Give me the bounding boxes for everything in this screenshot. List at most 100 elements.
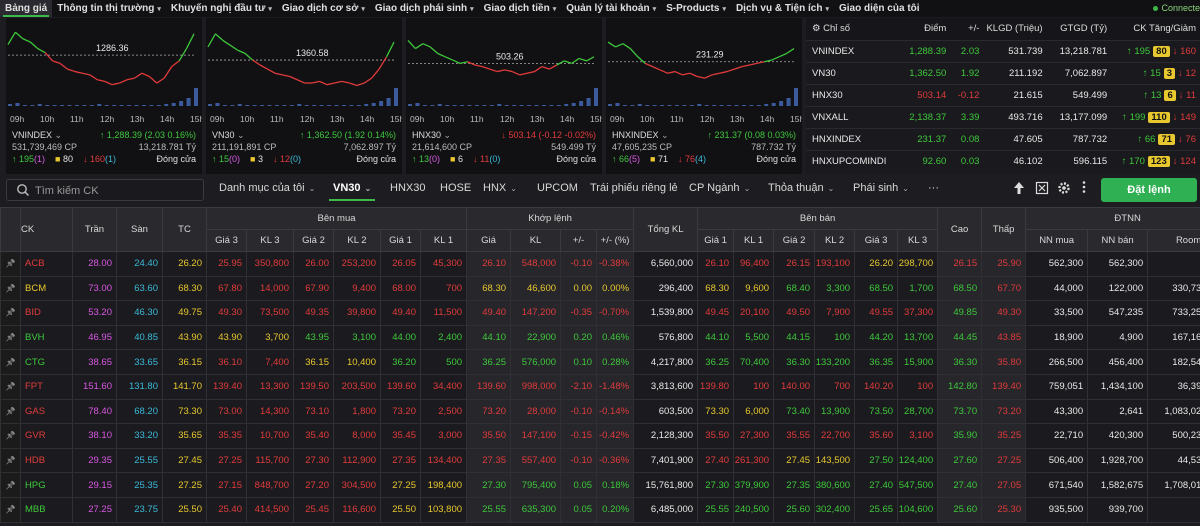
index-change: 0.08 [950, 127, 984, 150]
index-row[interactable]: VN30 1,362.50 1.92 211.192 7,062.897 ↑ 15 3 ↓ 1… [806, 61, 1200, 84]
volume-bar [15, 103, 20, 106]
bid-volume-2: 9,400 [333, 275, 381, 302]
price-line-segment [222, 39, 231, 46]
volume-bar [274, 105, 279, 106]
nav-item-0[interactable]: Bảng giá [0, 0, 53, 17]
bid-volume-2: 10,400 [333, 349, 381, 375]
volume-bar [208, 104, 212, 106]
bid-price-3: 25.95 [206, 251, 247, 277]
ask-volume-3: 1,700 [897, 275, 939, 302]
board-tab-2[interactable]: HNX30 [390, 182, 425, 194]
place-order-button[interactable]: Đặt lệnh [1101, 178, 1197, 202]
pin-icon[interactable]: 📌 [0, 251, 21, 277]
board-tab-1[interactable]: VN30 ⌄ [328, 182, 376, 201]
nav-item-5[interactable]: Giao dịch tiền ▾ [479, 0, 562, 17]
board-row[interactable]: 📌 GAS 78.40 68.20 73.30 73.00 14,300 73.10 1,800… [0, 398, 1200, 425]
nav-item-1[interactable]: Thông tin thị trường ▾ [52, 0, 166, 17]
board-tab-0[interactable]: Danh mục của tôi ⌄ [219, 182, 315, 194]
board-row[interactable]: 📌 HDB 29.35 25.55 27.45 27.25 115,700 27.30 112,… [0, 447, 1200, 474]
board-tab-5[interactable]: UPCOM [537, 182, 578, 194]
board-row[interactable]: 📌 ACB 28.00 24.40 26.20 25.95 350,800 26.00 253,… [0, 251, 1200, 277]
index-row[interactable]: HNXINDEX 231.37 0.08 47.605 787.732 ↑ 66 71 ↓ 7… [806, 127, 1200, 150]
board-row[interactable]: 📌 HPG 29.15 25.35 27.25 27.15 848,700 27.20 304,… [0, 472, 1200, 498]
ask-price-2: 27.35 [773, 472, 816, 498]
board-tab-7[interactable]: CP Ngành ⌄ [689, 182, 750, 194]
index-row[interactable]: HNXUPCOMINDI 92.60 0.03 46.102 596.115 ↑ 170 1… [806, 149, 1200, 172]
pin-icon[interactable]: 📌 [0, 472, 21, 498]
floor-price: 131.80 [116, 373, 163, 400]
pin-icon[interactable]: 📌 [0, 349, 21, 375]
nav-item-4[interactable]: Giao dịch phái sinh ▾ [370, 0, 479, 17]
decline-value: 12 [1185, 67, 1196, 79]
chevron-down-icon[interactable]: ⌄ [441, 130, 452, 140]
header-label: CK Tăng/Giảm [1133, 23, 1196, 35]
pin-icon[interactable]: 📌 [0, 447, 21, 474]
nav-item-8[interactable]: Dịch vụ & Tiện ích ▾ [731, 0, 834, 17]
pin-icon[interactable]: 📌 [0, 324, 21, 351]
index-row[interactable]: VNINDEX 1,288.39 2.03 531.739 13,218.781 ↑ 19… [806, 39, 1200, 62]
chart-card-hnxindex[interactable]: 231.29 09h 10h 11h 12h 13h 14h 15h HNXINDEX ⌄ ↑ 2… [606, 18, 802, 174]
board-row[interactable]: 📌 MBB 27.25 23.75 25.50 25.40 414,500 25.45 116,… [0, 496, 1200, 523]
board-tab-3[interactable]: HOSE [440, 182, 471, 194]
arrow-up-icon: ↑ [1142, 67, 1151, 79]
chart-card-hnx30[interactable]: 503.26 09h 10h 11h 12h 13h 14h 15h HNX30 ⌄ ↓ 503.… [406, 18, 602, 174]
gear-icon[interactable]: ⚙ [812, 23, 824, 35]
pin-icon[interactable]: 📌 [0, 423, 21, 449]
arrow-up-icon[interactable] [1013, 181, 1025, 198]
index-row[interactable]: VNXALL 2,138.37 3.39 493.716 13,177.099 ↑ 199… [806, 105, 1200, 128]
ask-price-1: 49.45 [697, 300, 735, 326]
volume-bar [527, 105, 532, 106]
board-tab-10[interactable]: ··· [928, 182, 939, 194]
index-header-cell: Điểm [890, 18, 951, 40]
board-row[interactable]: 📌 BCM 73.00 63.60 68.30 67.80 14,000 67.90 9,400… [0, 275, 1200, 302]
decline: ↓ 124 [1173, 156, 1196, 167]
advance-count: ↑ 66(5) [612, 154, 640, 164]
board-tab-8[interactable]: Thỏa thuận ⌄ [768, 182, 834, 194]
more-vertical-icon[interactable] [1081, 180, 1087, 197]
board-tab-4[interactable]: HNX ⌄ [483, 182, 517, 194]
index-row[interactable]: HNX30 503.14 -0.12 21.615 549.499 ↑ 13 6 ↓ 11 [806, 83, 1200, 106]
price-line-segment [786, 48, 795, 55]
unchanged-value: 3 [257, 154, 263, 164]
gear-icon[interactable] [1057, 181, 1071, 198]
match-percent: -0.14% [596, 398, 635, 425]
header-label: ĐTNN [1114, 213, 1141, 224]
price-line-segment [629, 48, 639, 58]
volume-bar [430, 105, 435, 106]
pin-icon[interactable]: 📌 [0, 300, 21, 326]
pin-icon[interactable]: 📌 [0, 398, 21, 425]
chevron-down-icon[interactable]: ⌄ [234, 130, 245, 140]
nav-item-6[interactable]: Quản lý tài khoản ▾ [561, 0, 661, 17]
pin-icon[interactable]: 📌 [0, 275, 21, 302]
foreign-sell: 1,434,100 [1087, 373, 1149, 400]
board-row[interactable]: 📌 BID 53.20 46.30 49.75 49.30 73,500 49.35 39,80… [0, 300, 1200, 326]
search-input[interactable]: Tìm kiếm CK [6, 179, 204, 201]
bid-volume-1: 103,800 [419, 496, 468, 523]
price-line-segment [319, 80, 328, 86]
board-row[interactable]: 📌 CTG 38.65 33.65 36.15 36.10 7,400 36.15 10,400… [0, 349, 1200, 375]
pin-icon[interactable]: 📌 [0, 373, 21, 400]
board-row[interactable]: 📌 GVR 38.10 33.20 35.65 35.35 10,700 35.40 8,000… [0, 423, 1200, 449]
chart-card-vn30[interactable]: 1360.58 09h 10h 11h 12h 13h 14h 15h VN30 ⌄ ↑ 1,36… [206, 18, 402, 174]
price-line-segment [644, 62, 653, 68]
nav-item-3[interactable]: Giao dịch cơ sở ▾ [277, 0, 370, 17]
total-volume: 576,800 [633, 324, 699, 351]
board-row[interactable]: 📌 FPT 151.60 131.80 141.70 139.40 13,300 139.50… [0, 373, 1200, 400]
nav-item-2[interactable]: Khuyến nghị đầu tư ▾ [166, 0, 277, 17]
reference-price: 35.65 [162, 423, 207, 449]
nav-item-9[interactable]: Giao diện của tôi [834, 0, 925, 17]
advance-value: 13 [419, 154, 430, 164]
chevron-down-icon[interactable]: ⌄ [658, 130, 669, 140]
nav-item-7[interactable]: S-Products ▾ [661, 0, 731, 17]
board-tab-9[interactable]: Phái sinh ⌄ [853, 182, 909, 194]
chart-card-vnindex[interactable]: 1286.36 09h 10h 11h 12h 13h 14h 15h VNINDEX ⌄ ↑ 1… [6, 18, 202, 174]
ask-volume-2: 22,700 [814, 423, 856, 449]
price-line-segment [549, 64, 558, 70]
chevron-down-icon[interactable]: ⌄ [52, 130, 63, 140]
board-tab-6[interactable]: Trái phiếu riêng lẻ [590, 182, 678, 194]
ask-volume-2: 193,100 [814, 251, 856, 277]
excel-icon[interactable] [1035, 181, 1049, 198]
pin-icon[interactable]: 📌 [0, 496, 21, 523]
board-row[interactable]: 📌 BVH 46.95 40.85 43.90 43.90 3,700 43.95 3,100 4… [0, 324, 1200, 351]
volume-bar [119, 105, 124, 106]
